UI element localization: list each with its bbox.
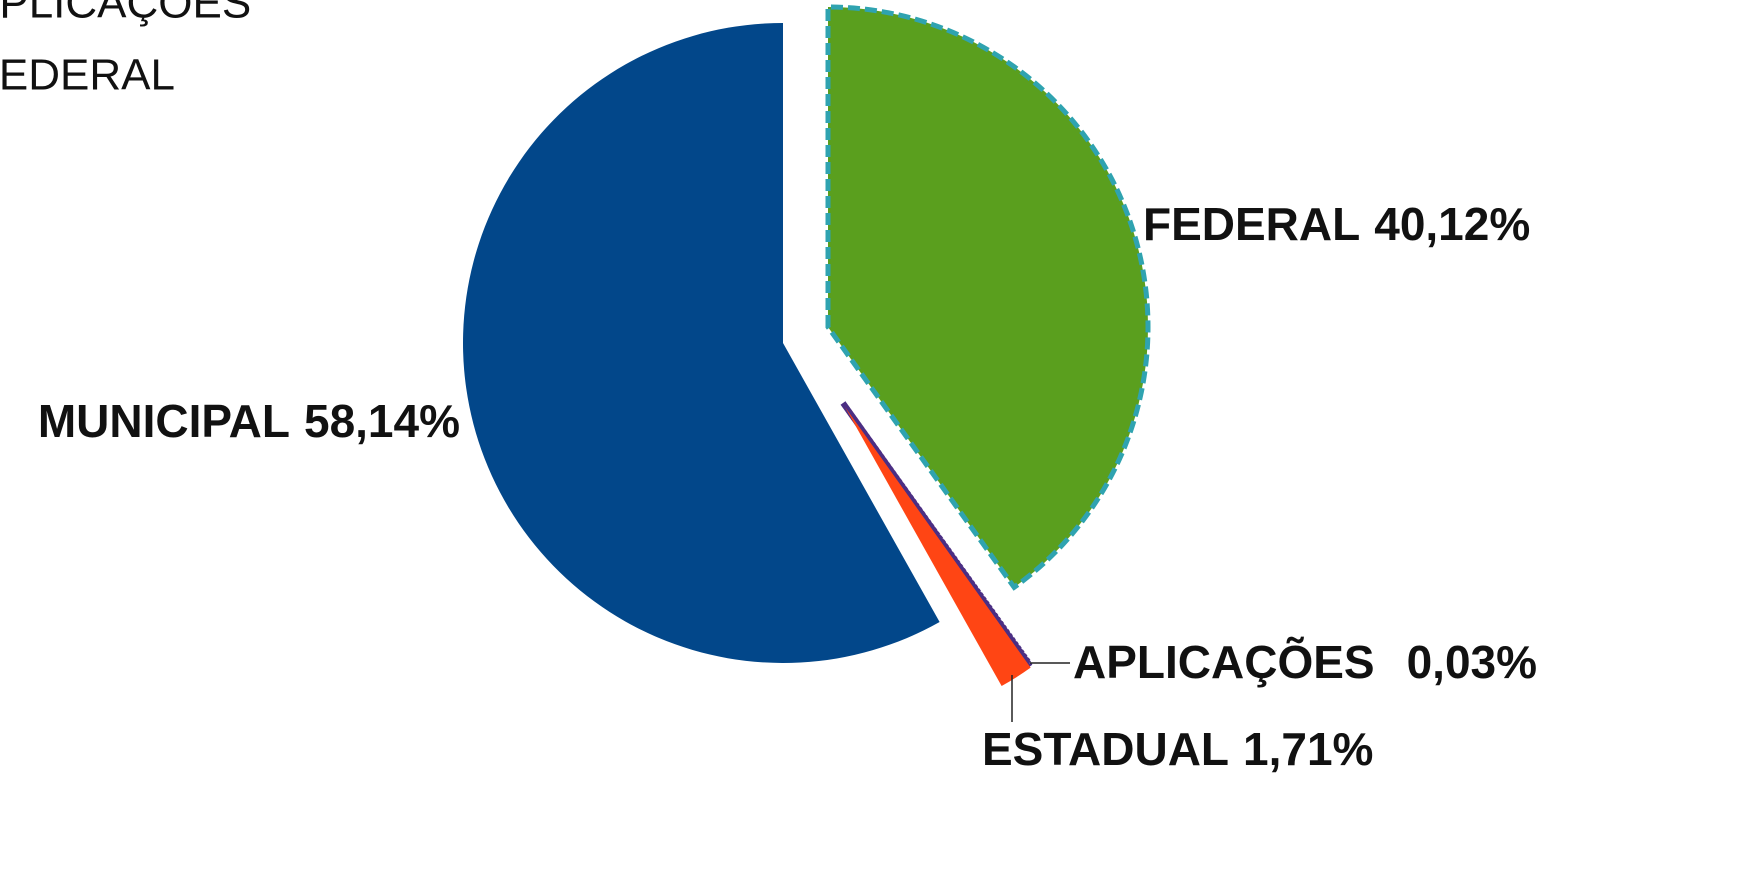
slice-label-name: APLICAÇÕES bbox=[1073, 636, 1375, 688]
pie-slice bbox=[825, 4, 1151, 591]
slice-label-name: FEDERAL bbox=[1143, 198, 1360, 250]
slice-label: MUNICIPAL 58,14% bbox=[38, 395, 460, 447]
slice-label-name: ESTADUAL bbox=[982, 723, 1229, 775]
slice-label-name: MUNICIPAL bbox=[38, 395, 290, 447]
slice-label: FEDERAL 40,12% bbox=[1143, 198, 1530, 250]
slice-label: ESTADUAL 1,71% bbox=[982, 723, 1373, 775]
pie-slice bbox=[462, 23, 940, 663]
slice-label-value: 1,71% bbox=[1243, 723, 1373, 775]
slice-label-value: 40,12% bbox=[1374, 198, 1530, 250]
pie-slice bbox=[840, 401, 1034, 668]
slice-label: APLICAÇÕES 0,03% bbox=[1073, 636, 1537, 688]
legend-label: FEDERAL bbox=[0, 51, 175, 100]
pie-slice bbox=[845, 407, 1031, 687]
legend-label: APLICAÇÕES bbox=[0, 0, 251, 28]
slice-label-value: 58,14% bbox=[304, 395, 460, 447]
slice-label-value: 0,03% bbox=[1407, 636, 1537, 688]
